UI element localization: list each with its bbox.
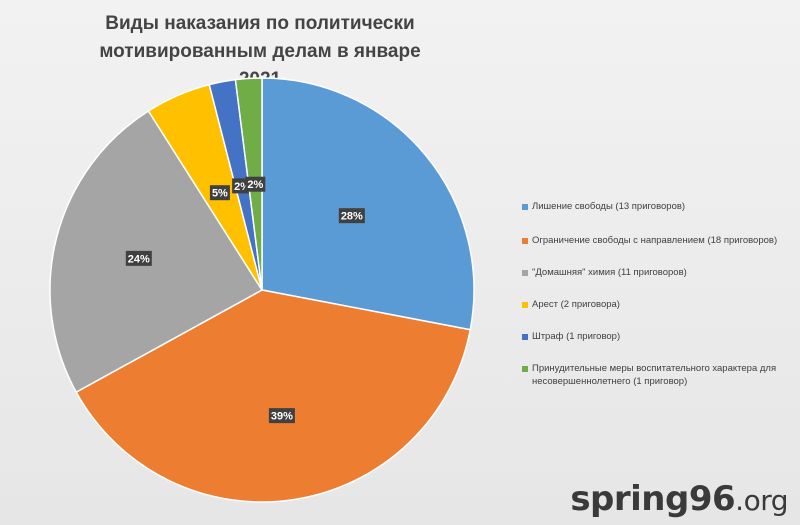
legend-item-2: "Домашняя" химия (11 приговоров) — [522, 266, 792, 279]
pie-slice-1 — [75, 289, 472, 503]
data-label-box-1 — [268, 408, 295, 424]
data-label-box-3 — [209, 185, 230, 201]
data-label-2: 24% — [125, 250, 152, 266]
data-label-box-2 — [125, 250, 152, 266]
legend-item-5: Принудительные меры воспитательного хара… — [522, 362, 792, 388]
legend-label-4: Штраф (1 приговор) — [532, 331, 621, 342]
data-label-text-0: 28% — [341, 211, 363, 223]
legend-swatch-2 — [522, 270, 528, 276]
legend-swatch-4 — [522, 334, 528, 340]
pie-slice-0 — [261, 77, 475, 331]
legend-swatch-1 — [522, 238, 528, 244]
watermark-logo: spring96.org — [570, 479, 788, 519]
legend-label-3: Арест (2 приговора) — [532, 299, 620, 310]
data-label-text-2: 24% — [128, 253, 150, 265]
data-label-5: 2% — [245, 176, 266, 192]
legend-label-2: "Домашняя" химия (11 приговоров) — [532, 267, 687, 278]
legend-label-5: Принудительные меры воспитательного хара… — [532, 363, 777, 387]
legend-item-3: Арест (2 приговора) — [522, 298, 792, 311]
chart-title-line-1: Виды наказания по политически мотивирова… — [99, 13, 421, 62]
pie-chart: 28%39%24%5%2%2% — [49, 77, 475, 503]
legend-item-0: Лишение свободы (13 приговоров) — [522, 200, 792, 213]
data-label-3: 5% — [209, 185, 230, 201]
data-label-0: 28% — [338, 208, 365, 224]
watermark-suffix: .org — [735, 484, 788, 517]
watermark-text: spring96 — [570, 479, 736, 519]
legend-label-1: Ограничение свободы с направлением (18 п… — [532, 235, 778, 246]
data-label-text-5: 2% — [247, 179, 263, 191]
legend-item-4: Штраф (1 приговор) — [522, 330, 792, 343]
data-label-text-3: 5% — [212, 188, 228, 200]
pie-slice-2 — [49, 109, 264, 394]
legend-swatch-5 — [522, 366, 528, 372]
legend-item-1: Ограничение свободы с направлением (18 п… — [522, 234, 792, 247]
data-label-box-0 — [338, 208, 365, 224]
data-label-text-1: 39% — [271, 411, 293, 423]
data-label-box-5 — [245, 176, 266, 192]
legend-label-0: Лишение свободы (13 приговоров) — [532, 201, 686, 212]
data-label-1: 39% — [268, 408, 295, 424]
legend-swatch-0 — [522, 204, 528, 210]
legend-swatch-3 — [522, 302, 528, 308]
